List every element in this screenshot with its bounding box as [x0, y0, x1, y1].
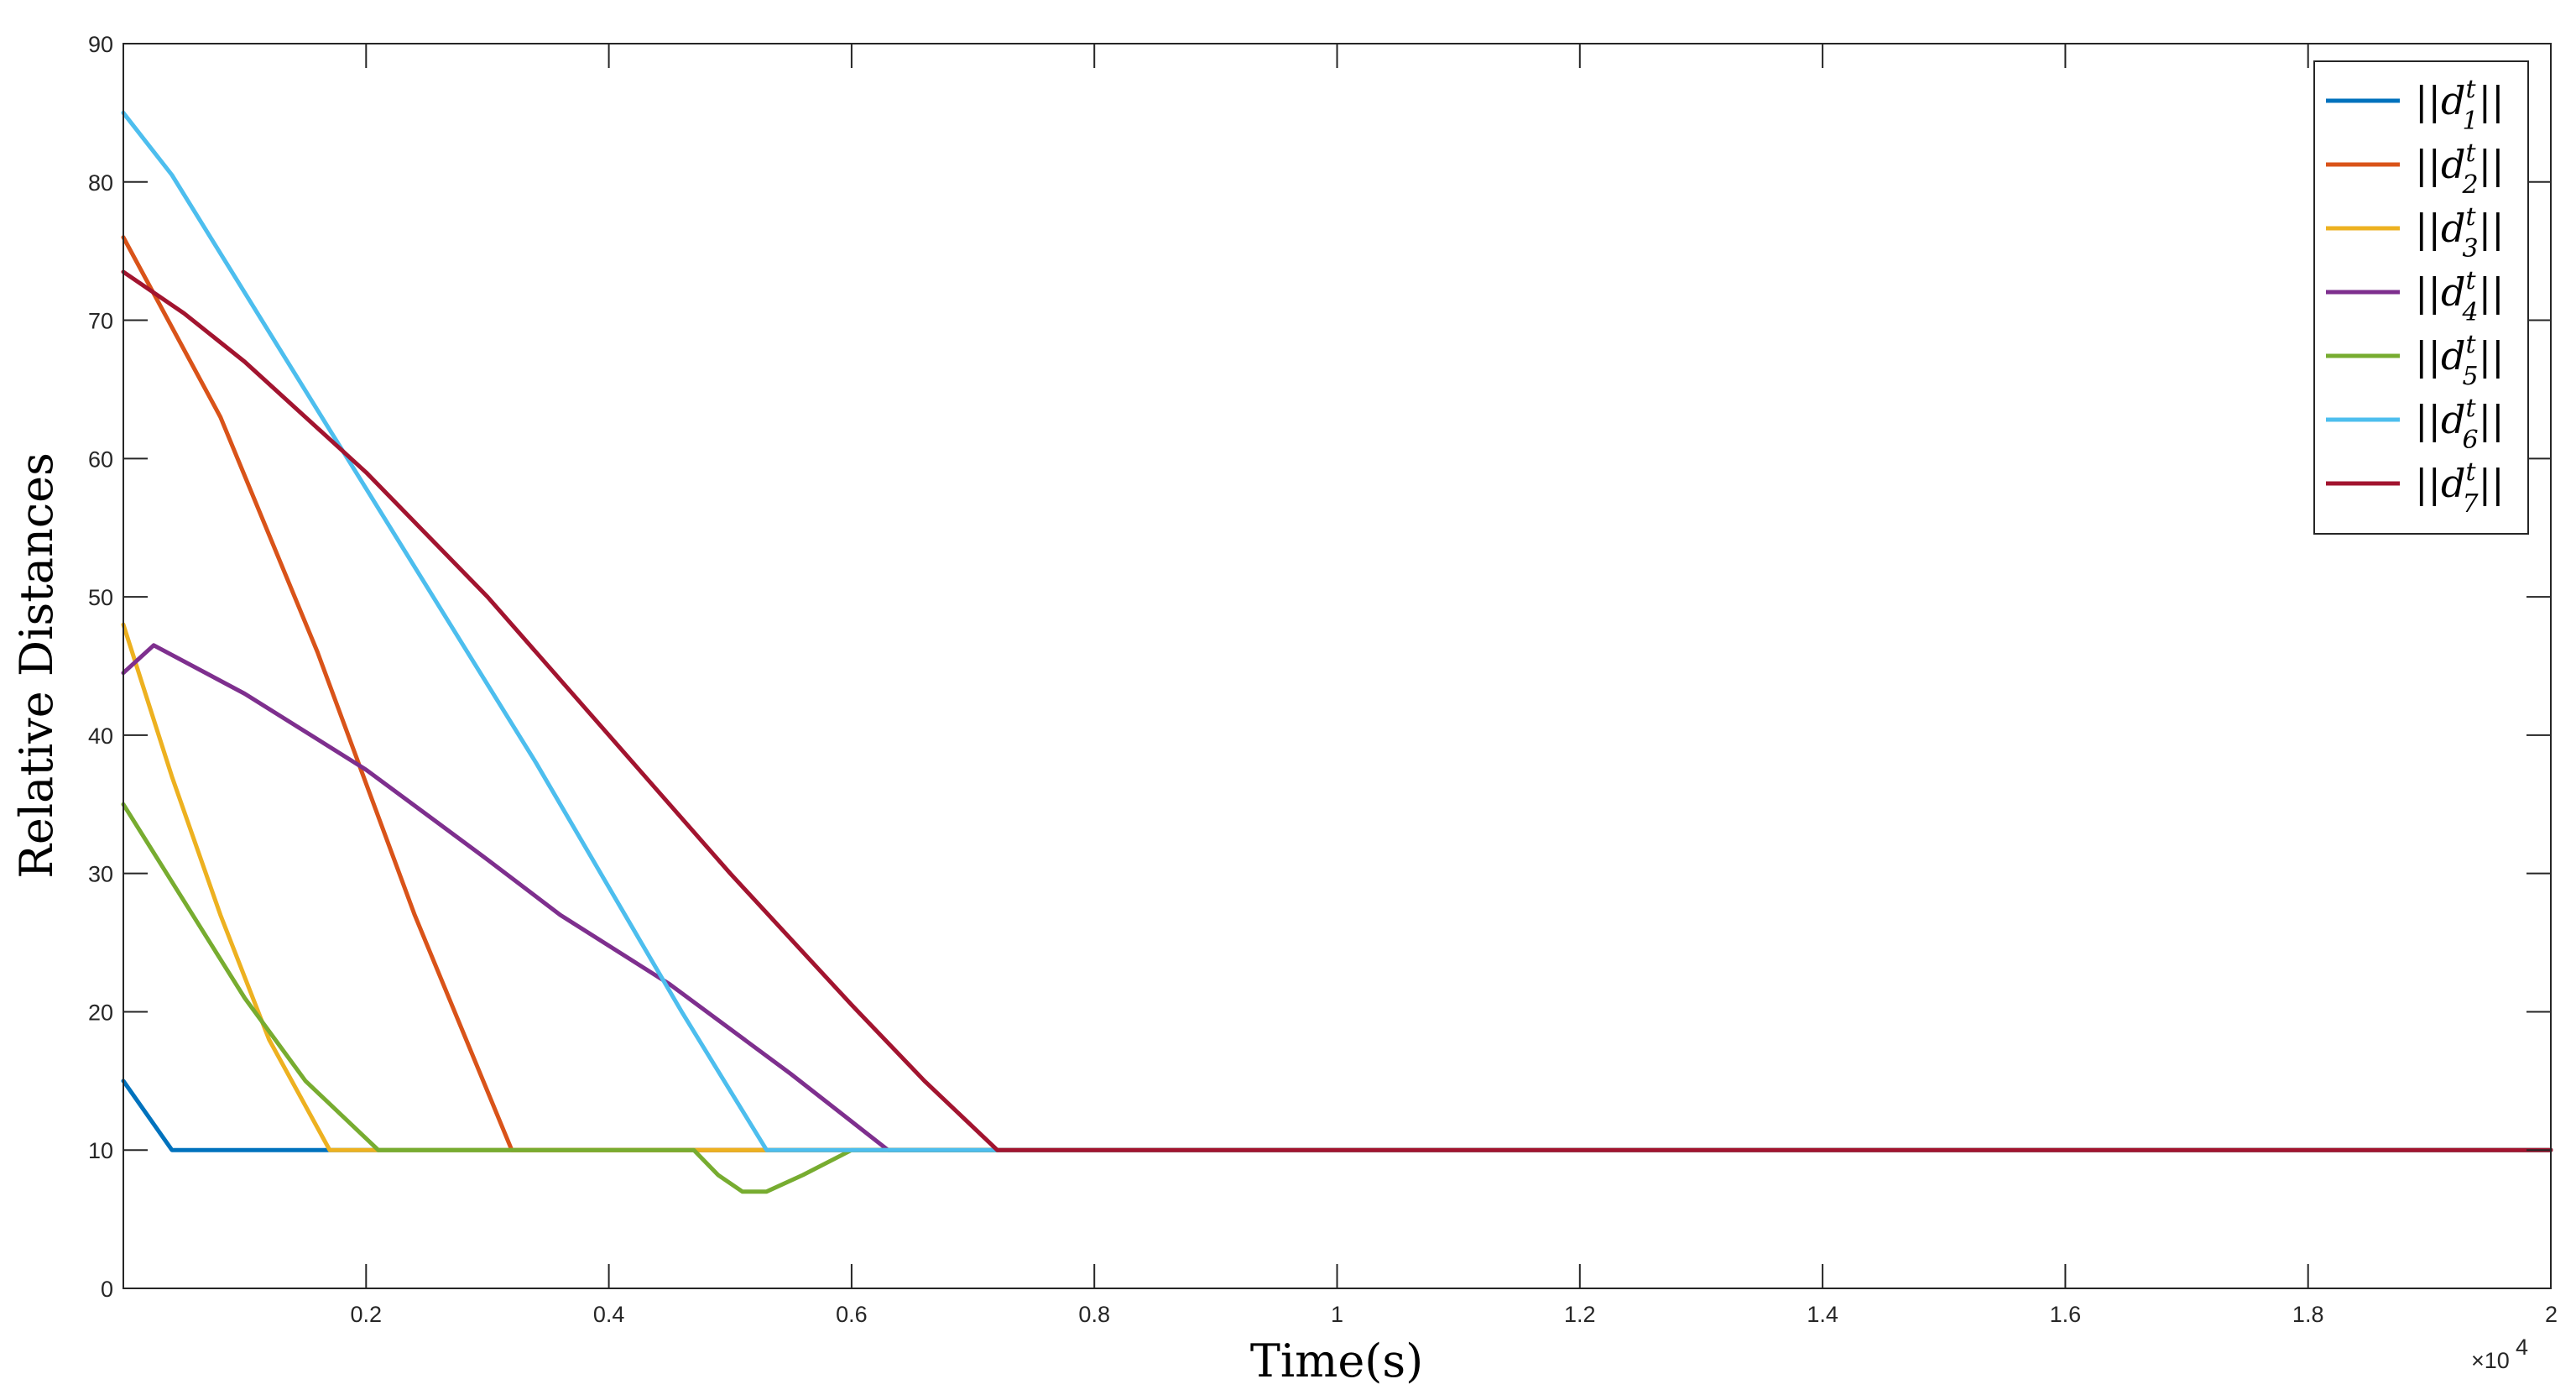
x-tick-label: 1.8 — [2292, 1302, 2324, 1327]
x-tick-label: 1.2 — [1564, 1302, 1596, 1327]
series-layer — [121, 110, 2553, 1194]
legend-entry-2: ||dt 2|| — [2326, 138, 2505, 200]
legend-label: ||dt 2|| — [2415, 138, 2505, 200]
legend: ||dt 1||||dt 2||||dt 3||||dt 4||||dt 5||||dt 6… — [2313, 60, 2529, 535]
y-tick-label: 90 — [88, 32, 113, 57]
x-exponent-base: ×10 — [2471, 1348, 2510, 1373]
x-tick-label: 1.4 — [1807, 1302, 1838, 1327]
legend-entry-7: ||dt 7|| — [2326, 457, 2505, 519]
y-axis-label: Relative Distances — [10, 452, 63, 879]
x-axis-label: Time(s) — [1250, 1335, 1423, 1387]
y-tick-label: 30 — [88, 862, 113, 887]
y-tick-label: 40 — [88, 724, 113, 749]
legend-entry-1: ||dt 1|| — [2326, 75, 2505, 136]
series-line-7 — [121, 269, 2553, 1152]
x-tick-label: 2 — [2545, 1302, 2558, 1327]
legend-entry-4: ||dt 4|| — [2326, 266, 2505, 327]
series-line-5 — [121, 802, 2553, 1194]
legend-box — [2313, 60, 2529, 535]
y-tick-label: 60 — [88, 447, 113, 472]
series-line-6 — [121, 110, 2553, 1152]
y-tick-label: 80 — [88, 170, 113, 196]
x-tick-label: 1 — [1331, 1302, 1343, 1327]
legend-label: ||dt 7|| — [2415, 457, 2505, 519]
legend-label: ||dt 6|| — [2415, 394, 2505, 455]
series-line-4 — [121, 643, 2553, 1152]
plot-area — [123, 44, 2551, 1288]
x-tick-label: 0.4 — [593, 1302, 625, 1327]
x-tick-label: 0.6 — [836, 1302, 868, 1327]
x-exponent-power: 4 — [2516, 1335, 2528, 1360]
ticks-layer: 0.2 0.4 0.6 0.8 1 1.2 1.4 1.6 1.8 201020304050607… — [88, 32, 2558, 1327]
x-tick-label: 0.8 — [1078, 1302, 1110, 1327]
legend-label: ||dt 1|| — [2415, 75, 2505, 136]
x-exponent: ×10 4 — [2471, 1335, 2528, 1373]
legend-entry-3: ||dt 3|| — [2326, 202, 2505, 264]
legend-label: ||dt 3|| — [2415, 202, 2505, 264]
y-tick-label: 10 — [88, 1138, 113, 1163]
legend-label: ||dt 5|| — [2415, 330, 2505, 391]
y-tick-label: 50 — [88, 585, 113, 610]
series-line-3 — [121, 622, 2553, 1152]
legend-label: ||dt 4|| — [2415, 266, 2505, 327]
x-tick-label: 1.6 — [2050, 1302, 2082, 1327]
y-tick-label: 0 — [101, 1277, 113, 1302]
legend-entry-6: ||dt 6|| — [2326, 394, 2505, 455]
x-tick-label: 0.2 — [351, 1302, 383, 1327]
legend-entry-5: ||dt 5|| — [2326, 330, 2505, 391]
y-tick-label: 70 — [88, 309, 113, 334]
y-tick-label: 20 — [88, 1000, 113, 1025]
